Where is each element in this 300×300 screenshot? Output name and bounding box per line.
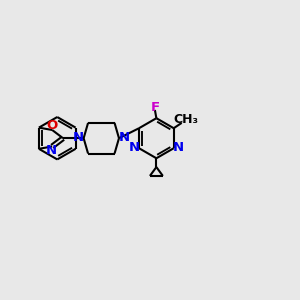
Text: N: N — [73, 130, 84, 143]
Text: N: N — [173, 141, 184, 154]
Text: CH₃: CH₃ — [174, 113, 199, 127]
Text: N: N — [128, 141, 140, 154]
Text: F: F — [150, 100, 160, 113]
Text: N: N — [45, 144, 57, 157]
Text: N: N — [118, 130, 130, 143]
Text: O: O — [46, 119, 57, 132]
